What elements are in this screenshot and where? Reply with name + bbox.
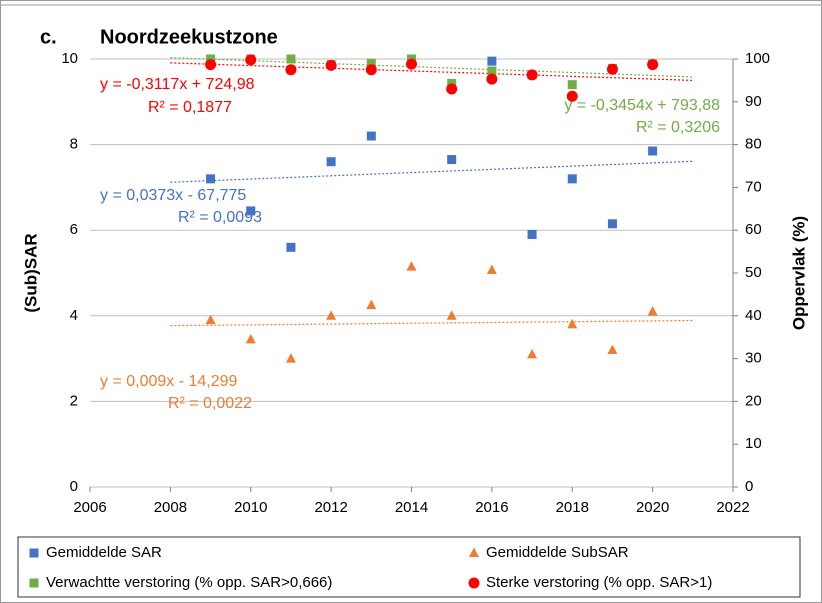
marker (245, 54, 257, 66)
marker (365, 64, 377, 76)
panel-label: c. (40, 26, 57, 48)
marker (567, 174, 577, 184)
y2-tick-label: 60 (745, 221, 762, 238)
y2-tick-label: 50 (745, 264, 762, 281)
trend-equation: y = 0,009x - 14,299 (100, 373, 238, 390)
marker (527, 229, 537, 239)
x-tick-label: 2006 (73, 499, 106, 516)
y2-axis-label: Oppervlak (%) (789, 216, 808, 330)
trend-equation: y = -0,3117x + 724,98 (100, 76, 255, 93)
trend-equation: y = 0,0373x - 67,775 (100, 187, 246, 204)
y2-tick-label: 70 (745, 178, 762, 195)
x-tick-label: 2008 (154, 499, 187, 516)
trend-equation: y = -0,3454x + 793,88 (564, 97, 720, 114)
marker (607, 219, 617, 229)
x-tick-label: 2018 (556, 499, 589, 516)
trend-r2: R² = 0,1877 (148, 99, 232, 116)
marker (607, 344, 618, 355)
y2-tick-label: 0 (745, 478, 753, 495)
marker (285, 353, 296, 363)
marker (446, 310, 457, 320)
x-tick-label: 2012 (314, 499, 347, 516)
marker (446, 83, 458, 95)
marker (447, 78, 457, 88)
marker (567, 80, 577, 90)
x-tick-label: 2016 (475, 499, 508, 516)
trendline (170, 160, 693, 183)
x-tick-label: 2020 (636, 499, 669, 516)
marker (366, 58, 376, 68)
marker (606, 63, 618, 75)
marker (245, 333, 256, 344)
x-tick-label: 2022 (716, 499, 749, 516)
marker (366, 131, 376, 141)
marker (447, 155, 457, 165)
marker (648, 146, 658, 156)
marker (487, 56, 497, 66)
trendline (170, 57, 693, 78)
marker (647, 59, 659, 71)
y2-tick-label: 40 (745, 307, 762, 324)
marker (206, 174, 216, 184)
legend-label: Gemiddelde SubSAR (486, 544, 629, 561)
legend-marker (29, 548, 39, 558)
legend-box (17, 536, 801, 598)
y-tick-label: 10 (61, 50, 78, 67)
marker (285, 64, 297, 76)
marker (566, 90, 578, 102)
marker (647, 306, 658, 316)
legend-label: Verwachtte verstoring (% opp. SAR>0,666) (46, 574, 332, 591)
marker (246, 206, 256, 216)
chart-title: Noordzeekustzone (100, 26, 278, 48)
marker (286, 242, 296, 252)
trend-r2: R² = 0,0022 (168, 395, 252, 412)
y-tick-label: 8 (70, 136, 78, 153)
marker (326, 310, 337, 320)
y-tick-label: 0 (70, 478, 78, 495)
y-tick-label: 2 (70, 392, 78, 409)
marker (567, 318, 578, 329)
marker (286, 54, 296, 64)
y2-tick-label: 100 (745, 50, 770, 67)
legend-label: Gemiddelde SAR (46, 544, 162, 561)
marker (326, 157, 336, 167)
y-tick-label: 4 (70, 307, 78, 324)
trend-r2: R² = 0,0093 (178, 209, 262, 226)
marker (406, 58, 417, 70)
trendline (170, 62, 693, 81)
marker (366, 299, 377, 310)
marker (406, 261, 417, 271)
marker (205, 59, 217, 71)
marker (486, 264, 497, 275)
marker (206, 54, 216, 64)
marker (527, 348, 538, 359)
y2-tick-label: 20 (745, 392, 762, 409)
trendline (170, 319, 693, 327)
legend-label: Sterke verstoring (% opp. SAR>1) (486, 574, 712, 591)
y2-tick-label: 80 (745, 136, 762, 153)
x-tick-label: 2010 (234, 499, 267, 516)
y-axis-label: (Sub)SAR (21, 233, 40, 312)
marker (487, 66, 497, 76)
legend-marker (468, 577, 480, 589)
y2-tick-label: 10 (745, 435, 762, 452)
y-tick-label: 6 (70, 221, 78, 238)
y2-tick-label: 90 (745, 93, 762, 110)
y2-tick-label: 30 (745, 350, 762, 367)
marker (205, 314, 216, 325)
marker (325, 59, 337, 71)
trend-r2: R² = 0,3206 (636, 119, 720, 136)
marker (486, 73, 498, 85)
x-tick-label: 2014 (395, 499, 428, 516)
marker (526, 69, 538, 81)
legend-marker (469, 547, 479, 557)
legend-marker (29, 578, 39, 588)
